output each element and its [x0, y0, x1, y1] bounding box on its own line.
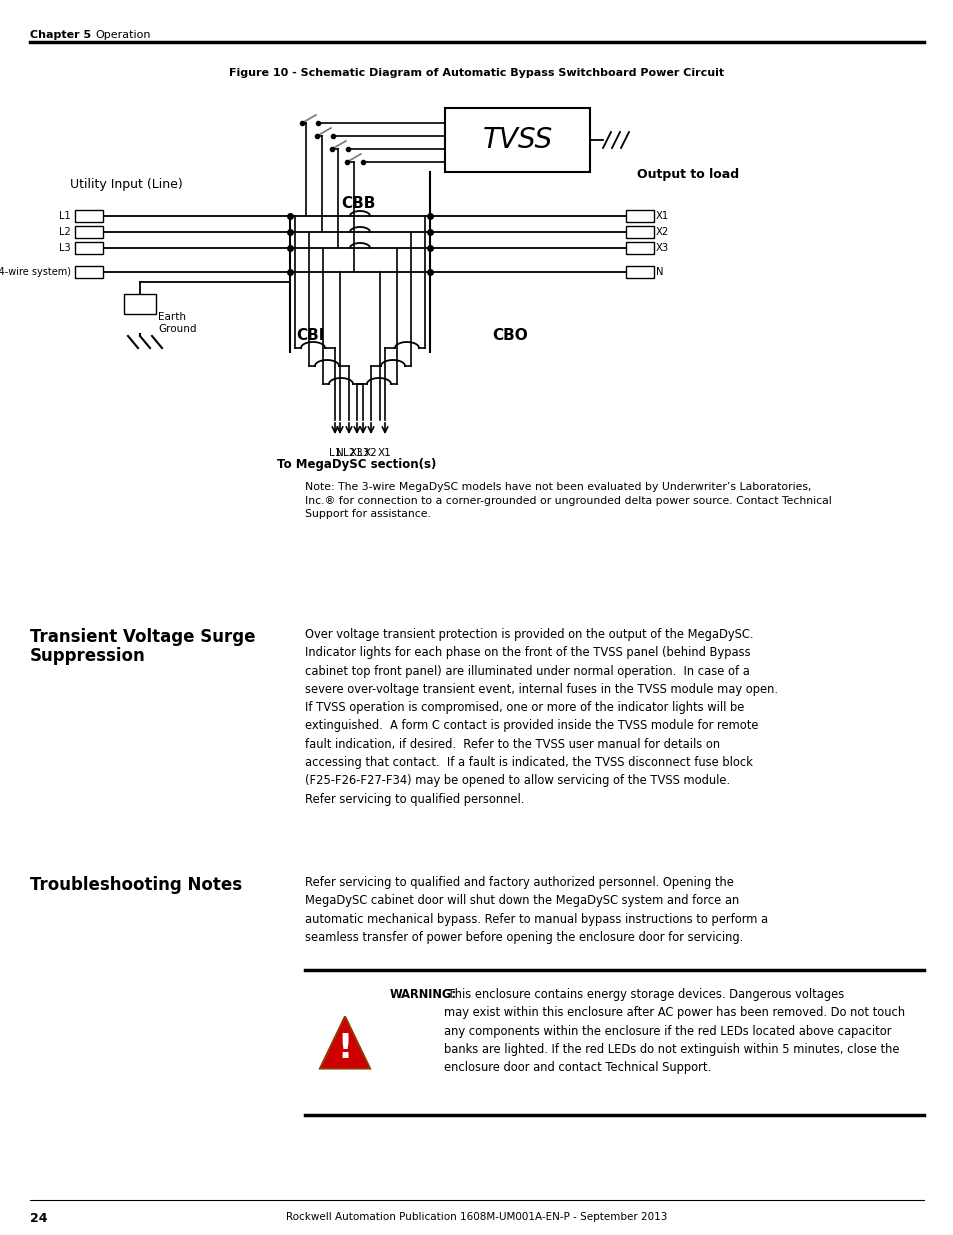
Text: This enclosure contains energy storage devices. Dangerous voltages
may exist wit: This enclosure contains energy storage d…	[443, 988, 904, 1074]
Text: L1: L1	[59, 211, 71, 221]
Bar	[625, 242, 654, 254]
Text: L2: L2	[59, 227, 71, 237]
Text: 24: 24	[30, 1212, 48, 1225]
Text: X1: X1	[656, 211, 669, 221]
Text: Earth
Ground: Earth Ground	[158, 311, 196, 335]
Bar	[625, 266, 654, 278]
Text: X2: X2	[364, 448, 377, 458]
Text: X2: X2	[656, 227, 669, 237]
Text: X1: X1	[377, 448, 392, 458]
Text: TVSS: TVSS	[482, 126, 552, 154]
Bar	[75, 226, 103, 238]
Text: Transient Voltage Surge: Transient Voltage Surge	[30, 629, 255, 646]
Text: WARNING:: WARNING:	[390, 988, 456, 1002]
Text: N (if 4-wire system): N (if 4-wire system)	[0, 267, 71, 277]
Text: CBO: CBO	[492, 329, 527, 343]
Text: CBI: CBI	[295, 329, 324, 343]
Text: !: !	[337, 1032, 353, 1065]
Bar	[444, 107, 589, 172]
Bar	[75, 242, 103, 254]
Text: N: N	[335, 448, 343, 458]
Polygon shape	[319, 1016, 370, 1068]
Text: Over voltage transient protection is provided on the output of the MegaDySC.
Ind: Over voltage transient protection is pro…	[305, 629, 778, 805]
Text: N: N	[656, 267, 662, 277]
Bar	[75, 210, 103, 222]
Text: Chapter 5: Chapter 5	[30, 30, 91, 40]
Text: To MegaDySC section(s): To MegaDySC section(s)	[277, 458, 436, 471]
Text: Rockwell Automation Publication 1608M-UM001A-EN-P - September 2013: Rockwell Automation Publication 1608M-UM…	[286, 1212, 667, 1221]
Text: L2: L2	[342, 448, 355, 458]
Text: Troubleshooting Notes: Troubleshooting Notes	[30, 876, 242, 894]
Text: L1: L1	[329, 448, 341, 458]
Text: X3: X3	[656, 243, 668, 253]
Text: L3: L3	[356, 448, 369, 458]
Bar	[625, 210, 654, 222]
Text: Note: The 3-wire MegaDySC models have not been evaluated by Underwriter’s Labora: Note: The 3-wire MegaDySC models have no…	[305, 482, 831, 519]
Text: Utility Input (Line): Utility Input (Line)	[70, 178, 183, 191]
Text: Suppression: Suppression	[30, 647, 146, 664]
Text: Output to load: Output to load	[637, 168, 739, 182]
Text: L3: L3	[59, 243, 71, 253]
Text: Figure 10 - Schematic Diagram of Automatic Bypass Switchboard Power Circuit: Figure 10 - Schematic Diagram of Automat…	[230, 68, 723, 78]
Text: CBB: CBB	[340, 196, 375, 211]
Text: X3: X3	[350, 448, 363, 458]
Bar	[625, 226, 654, 238]
Bar	[75, 266, 103, 278]
Bar	[124, 294, 156, 314]
Text: Refer servicing to qualified and factory authorized personnel. Opening the
MegaD: Refer servicing to qualified and factory…	[305, 876, 767, 944]
Text: Operation: Operation	[95, 30, 151, 40]
